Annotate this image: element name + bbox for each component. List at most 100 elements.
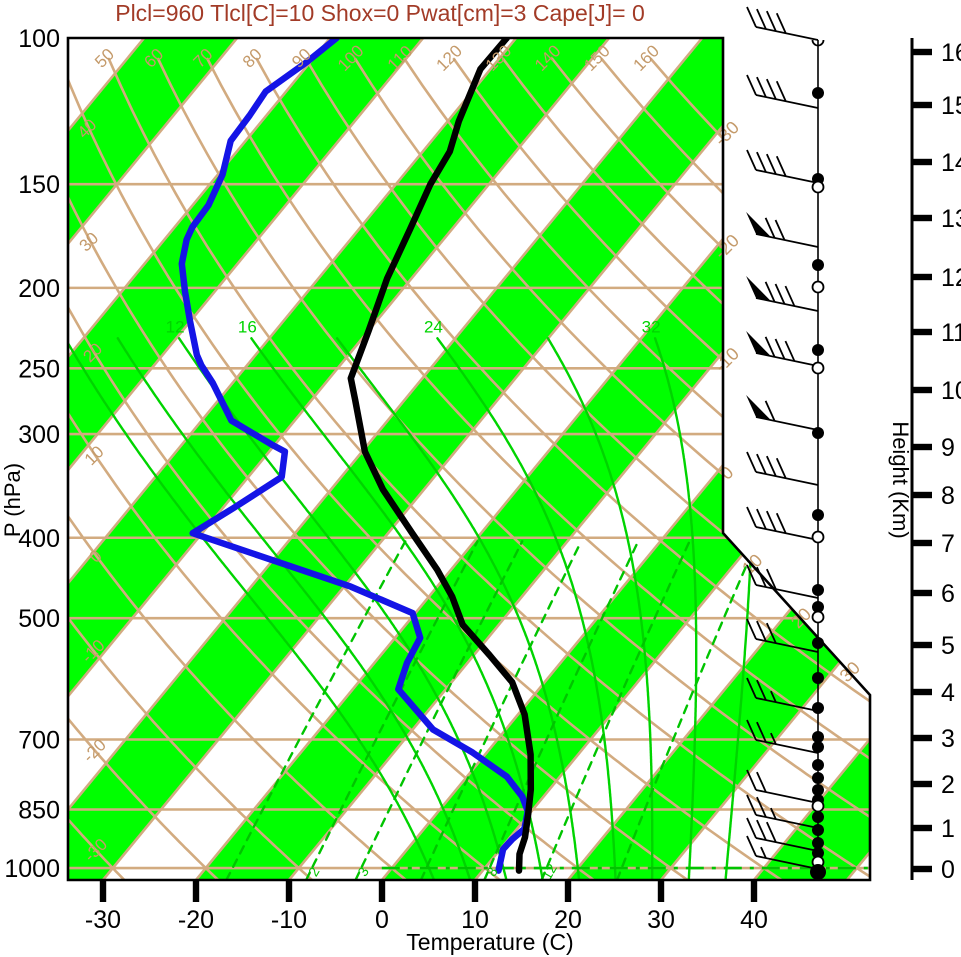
- mixing-ratio-line: [354, 540, 524, 880]
- wind-barb-full: [764, 400, 776, 422]
- dry-adiabat-line: [354, 57, 870, 880]
- wind-barb-full: [774, 283, 786, 305]
- x-tick: [99, 880, 107, 902]
- height-tick: [912, 688, 932, 696]
- x-tick: [564, 880, 572, 902]
- height-tick-label: 16: [941, 39, 961, 67]
- mixing-ratio-line: [483, 540, 640, 880]
- green-band: [68, 38, 624, 880]
- wind-level-dot: [812, 759, 824, 771]
- wind-level-dot: [812, 837, 824, 849]
- x-tick-label: 30: [647, 906, 675, 934]
- wind-level-dot: [812, 344, 824, 356]
- wind-barb-full: [775, 155, 787, 177]
- wind-barb-full: [756, 8, 767, 30]
- wind-barb-shaft: [755, 352, 819, 367]
- wind-barb-full: [746, 677, 757, 699]
- wind-barb-half: [770, 690, 777, 703]
- height-tick-label: 8: [941, 482, 955, 510]
- moist-adiabat-line: [546, 337, 654, 880]
- wind-barb-shaft: [755, 233, 819, 248]
- height-tick-label: 9: [941, 434, 955, 462]
- isotherm-line: [68, 38, 532, 880]
- dry-adiabat-line: [68, 57, 314, 880]
- wind-barb-full: [774, 338, 786, 360]
- moist-adiabat-line: [335, 337, 581, 880]
- moist-adiabat-line: [68, 337, 436, 880]
- temperature-axis: -30 -20 -10 0 10 20 30 40 Temperature (C): [85, 880, 768, 955]
- wind-barbs: [746, 6, 826, 880]
- pressure-tick-label: 400: [18, 525, 60, 553]
- wind-barb-full: [764, 217, 776, 239]
- height-tick-label: 2: [941, 771, 955, 799]
- pressure-tick-label: 200: [18, 275, 60, 303]
- moist-adiabat-line: [436, 337, 617, 880]
- isotherm-line: [68, 38, 253, 880]
- x-axis-title: Temperature (C): [406, 929, 573, 955]
- wind-barb-shaft: [755, 416, 819, 431]
- wind-barb-full: [746, 149, 757, 171]
- wind-barb-shaft: [755, 837, 819, 852]
- height-tick: [912, 101, 932, 109]
- green-labels: 12 16 24 322 3 8 12: [166, 317, 661, 880]
- wind-barb-full: [756, 453, 767, 475]
- chart-title: Plcl=960 Tlcl[C]=10 Shox=0 Pwat[cm]=3 Ca…: [115, 0, 645, 26]
- height-tick: [912, 641, 932, 649]
- x-tick: [471, 880, 479, 902]
- height-tick-label: 1: [941, 815, 955, 843]
- wind-barb-shaft: [755, 814, 819, 829]
- wind-barb-full: [746, 74, 757, 96]
- mixing-ratio-lines: [225, 540, 759, 880]
- wind-level-dot: [812, 637, 824, 649]
- mixing-ratio-line: [304, 540, 479, 880]
- wind-level-open-dot: [811, 280, 825, 294]
- dry-adiabats: [68, 57, 870, 880]
- height-tick-label: 4: [941, 679, 955, 707]
- height-tick-label: 10: [941, 377, 961, 405]
- x-tick-label: -10: [271, 906, 307, 934]
- wind-barb-full: [746, 769, 757, 791]
- wind-barb-half: [770, 807, 777, 820]
- wind-level-dot: [812, 87, 824, 99]
- wind-level-dot: [812, 772, 824, 784]
- height-tick-label: 14: [941, 149, 961, 177]
- pressure-axis-title: P (hPa): [0, 463, 25, 537]
- wind-level-dot: [812, 811, 824, 823]
- wind-barb-shaft: [755, 526, 819, 541]
- wind-barb-full: [775, 80, 787, 102]
- pressure-tick-label: 150: [18, 171, 60, 199]
- wind-level-dot: [812, 509, 824, 521]
- wind-level-dot: [812, 784, 824, 796]
- wind-barb-full: [756, 721, 767, 743]
- wind-barb-full: [746, 506, 757, 528]
- wind-level-dot: [812, 741, 824, 753]
- moist-adiabat-label: 12: [166, 317, 185, 336]
- wind-barb-full: [775, 512, 787, 534]
- dry-adiabat-line: [206, 57, 870, 880]
- wind-level-dot: [812, 672, 824, 684]
- height-tick: [912, 734, 932, 742]
- wind-level-dot: [812, 427, 824, 439]
- wind-barb-full: [756, 819, 767, 841]
- wind-barb-full: [764, 336, 776, 358]
- dry-adiabat-line: [68, 57, 502, 880]
- x-tick-label: 40: [740, 906, 768, 934]
- height-axis-title: Height (Km): [888, 421, 913, 538]
- wind-barb-shaft: [755, 855, 819, 870]
- wind-surface-dot: [810, 864, 826, 880]
- wind-barb-full: [746, 618, 757, 640]
- temperature-curve: [347, 38, 535, 874]
- isotherm-line: [566, 38, 870, 880]
- height-tick-label: 15: [941, 92, 961, 120]
- dry-adiabat-line: [68, 57, 596, 880]
- wind-barb-full: [766, 78, 777, 100]
- wind-level-open-dot: [811, 361, 825, 375]
- height-tick: [912, 158, 932, 166]
- wind-level-open-dot: [811, 530, 825, 544]
- wind-level-dot: [812, 584, 824, 596]
- isotherm-line: [68, 38, 625, 880]
- pressure-tick-label: 850: [18, 796, 60, 824]
- mixing-ratio-line: [225, 540, 407, 880]
- height-tick-label: 11: [941, 319, 961, 347]
